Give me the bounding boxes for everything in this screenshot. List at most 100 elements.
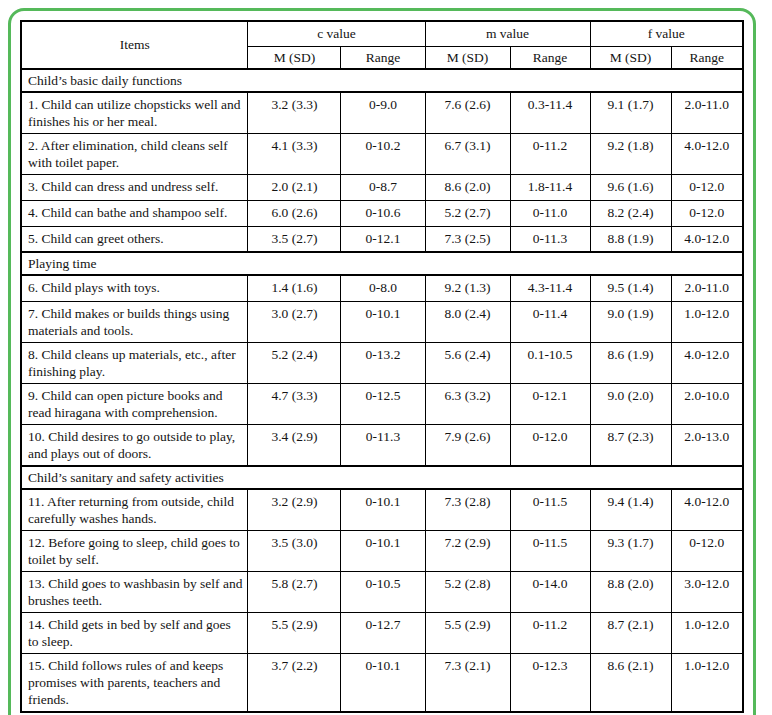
m-range-cell: 0-14.0 xyxy=(510,571,590,612)
c-range-cell: 0-9.0 xyxy=(341,92,425,134)
m-msd-cell: 9.2 (1.3) xyxy=(425,275,510,301)
m-msd-cell: 7.3 (2.8) xyxy=(425,489,510,531)
f-range-cell: 2.0-13.0 xyxy=(671,424,743,466)
m-msd-cell: 7.2 (2.9) xyxy=(425,530,510,571)
f-range-cell: 3.0-12.0 xyxy=(671,571,743,612)
item-cell: 12. Before going to sleep, child goes to… xyxy=(21,530,248,571)
section-row: Child’s basic daily functions xyxy=(21,69,743,92)
m-msd-cell: 7.3 (2.1) xyxy=(425,653,510,712)
c-msd-cell: 5.2 (2.4) xyxy=(248,342,341,383)
m-msd-cell: 5.5 (2.9) xyxy=(425,612,510,653)
c-msd-cell: 3.5 (3.0) xyxy=(248,530,341,571)
section-title: Child’s basic daily functions xyxy=(21,69,743,92)
col-group-c-value: c value xyxy=(248,21,425,46)
m-range-cell: 0.1-10.5 xyxy=(510,342,590,383)
m-range-cell: 0-11.2 xyxy=(510,612,590,653)
m-range-cell: 0-11.4 xyxy=(510,301,590,342)
f-range-header: Range xyxy=(671,46,743,69)
item-cell: 11. After returning from outside, child … xyxy=(21,489,248,531)
m-range-cell: 1.8-11.4 xyxy=(510,174,590,200)
table-row: 3. Child can dress and undress self. 2.0… xyxy=(21,174,743,200)
f-range-cell: 1.0-12.0 xyxy=(671,612,743,653)
c-msd-cell: 5.8 (2.7) xyxy=(248,571,341,612)
table-row: 2. After elimination, child cleans self … xyxy=(21,133,743,174)
table-row: 15. Child follows rules of and keeps pro… xyxy=(21,653,743,712)
m-msd-cell: 8.6 (2.0) xyxy=(425,174,510,200)
f-msd-cell: 8.8 (1.9) xyxy=(590,226,671,252)
table-row: 5. Child can greet others. 3.5 (2.7) 0-1… xyxy=(21,226,743,252)
item-cell: 8. Child cleans up materials, etc., afte… xyxy=(21,342,248,383)
c-range-cell: 0-10.1 xyxy=(341,489,425,531)
c-msd-cell: 4.1 (3.3) xyxy=(248,133,341,174)
c-msd-cell: 6.0 (2.6) xyxy=(248,200,341,226)
item-cell: 3. Child can dress and undress self. xyxy=(21,174,248,200)
c-range-cell: 0-10.2 xyxy=(341,133,425,174)
c-msd-header: M (SD) xyxy=(248,46,341,69)
f-msd-cell: 9.0 (2.0) xyxy=(590,383,671,424)
item-cell: 1. Child can utilize chopsticks well and… xyxy=(21,92,248,134)
f-msd-cell: 8.7 (2.3) xyxy=(590,424,671,466)
item-cell: 13. Child goes to washbasin by self and … xyxy=(21,571,248,612)
c-range-cell: 0-8.7 xyxy=(341,174,425,200)
m-msd-cell: 5.2 (2.7) xyxy=(425,200,510,226)
m-range-cell: 0-11.5 xyxy=(510,489,590,531)
c-msd-cell: 3.2 (2.9) xyxy=(248,489,341,531)
f-msd-cell: 9.5 (1.4) xyxy=(590,275,671,301)
c-range-cell: 0-10.5 xyxy=(341,571,425,612)
c-msd-cell: 2.0 (2.1) xyxy=(248,174,341,200)
c-range-cell: 0-10.6 xyxy=(341,200,425,226)
m-range-cell: 0-11.0 xyxy=(510,200,590,226)
m-msd-cell: 8.0 (2.4) xyxy=(425,301,510,342)
stats-table: Items c value m value f value M (SD) Ran… xyxy=(20,20,744,713)
table-row: 11. After returning from outside, child … xyxy=(21,489,743,531)
item-cell: 5. Child can greet others. xyxy=(21,226,248,252)
m-range-cell: 0-11.3 xyxy=(510,226,590,252)
f-msd-cell: 8.8 (2.0) xyxy=(590,571,671,612)
m-msd-cell: 5.6 (2.4) xyxy=(425,342,510,383)
col-group-f-value: f value xyxy=(590,21,743,46)
f-msd-cell: 9.6 (1.6) xyxy=(590,174,671,200)
c-msd-cell: 3.7 (2.2) xyxy=(248,653,341,712)
c-msd-cell: 3.2 (3.3) xyxy=(248,92,341,134)
c-range-cell: 0-13.2 xyxy=(341,342,425,383)
section-row: Child’s sanitary and safety activities xyxy=(21,466,743,489)
m-range-cell: 0-12.3 xyxy=(510,653,590,712)
c-range-cell: 0-11.3 xyxy=(341,424,425,466)
c-msd-cell: 3.0 (2.7) xyxy=(248,301,341,342)
f-range-cell: 4.0-12.0 xyxy=(671,226,743,252)
item-cell: 7. Child makes or builds things using ma… xyxy=(21,301,248,342)
f-range-cell: 2.0-11.0 xyxy=(671,92,743,134)
table-row: 10. Child desires to go outside to play,… xyxy=(21,424,743,466)
table-row: 1. Child can utilize chopsticks well and… xyxy=(21,92,743,134)
m-msd-cell: 7.9 (2.6) xyxy=(425,424,510,466)
f-range-cell: 2.0-11.0 xyxy=(671,275,743,301)
m-msd-cell: 6.7 (3.1) xyxy=(425,133,510,174)
m-msd-cell: 5.2 (2.8) xyxy=(425,571,510,612)
item-cell: 14. Child gets in bed by self and goes t… xyxy=(21,612,248,653)
table-row: 9. Child can open picture books and read… xyxy=(21,383,743,424)
table-row: 4. Child can bathe and shampoo self. 6.0… xyxy=(21,200,743,226)
f-range-cell: 1.0-12.0 xyxy=(671,653,743,712)
f-msd-cell: 9.2 (1.8) xyxy=(590,133,671,174)
m-msd-cell: 7.3 (2.5) xyxy=(425,226,510,252)
c-range-cell: 0-8.0 xyxy=(341,275,425,301)
c-msd-cell: 4.7 (3.3) xyxy=(248,383,341,424)
f-msd-cell: 9.0 (1.9) xyxy=(590,301,671,342)
m-range-cell: 0-11.5 xyxy=(510,530,590,571)
f-range-cell: 2.0-10.0 xyxy=(671,383,743,424)
f-range-cell: 1.0-12.0 xyxy=(671,301,743,342)
table-row: 7. Child makes or builds things using ma… xyxy=(21,301,743,342)
m-msd-cell: 7.6 (2.6) xyxy=(425,92,510,134)
c-msd-cell: 3.5 (2.7) xyxy=(248,226,341,252)
f-msd-cell: 8.6 (2.1) xyxy=(590,653,671,712)
f-msd-cell: 9.4 (1.4) xyxy=(590,489,671,531)
item-cell: 6. Child plays with toys. xyxy=(21,275,248,301)
item-cell: 2. After elimination, child cleans self … xyxy=(21,133,248,174)
f-msd-cell: 8.6 (1.9) xyxy=(590,342,671,383)
c-range-cell: 0-12.5 xyxy=(341,383,425,424)
items-column-header: Items xyxy=(21,21,248,69)
c-range-cell: 0-12.1 xyxy=(341,226,425,252)
f-msd-cell: 9.1 (1.7) xyxy=(590,92,671,134)
m-range-cell: 0-12.0 xyxy=(510,424,590,466)
table-row: 14. Child gets in bed by self and goes t… xyxy=(21,612,743,653)
